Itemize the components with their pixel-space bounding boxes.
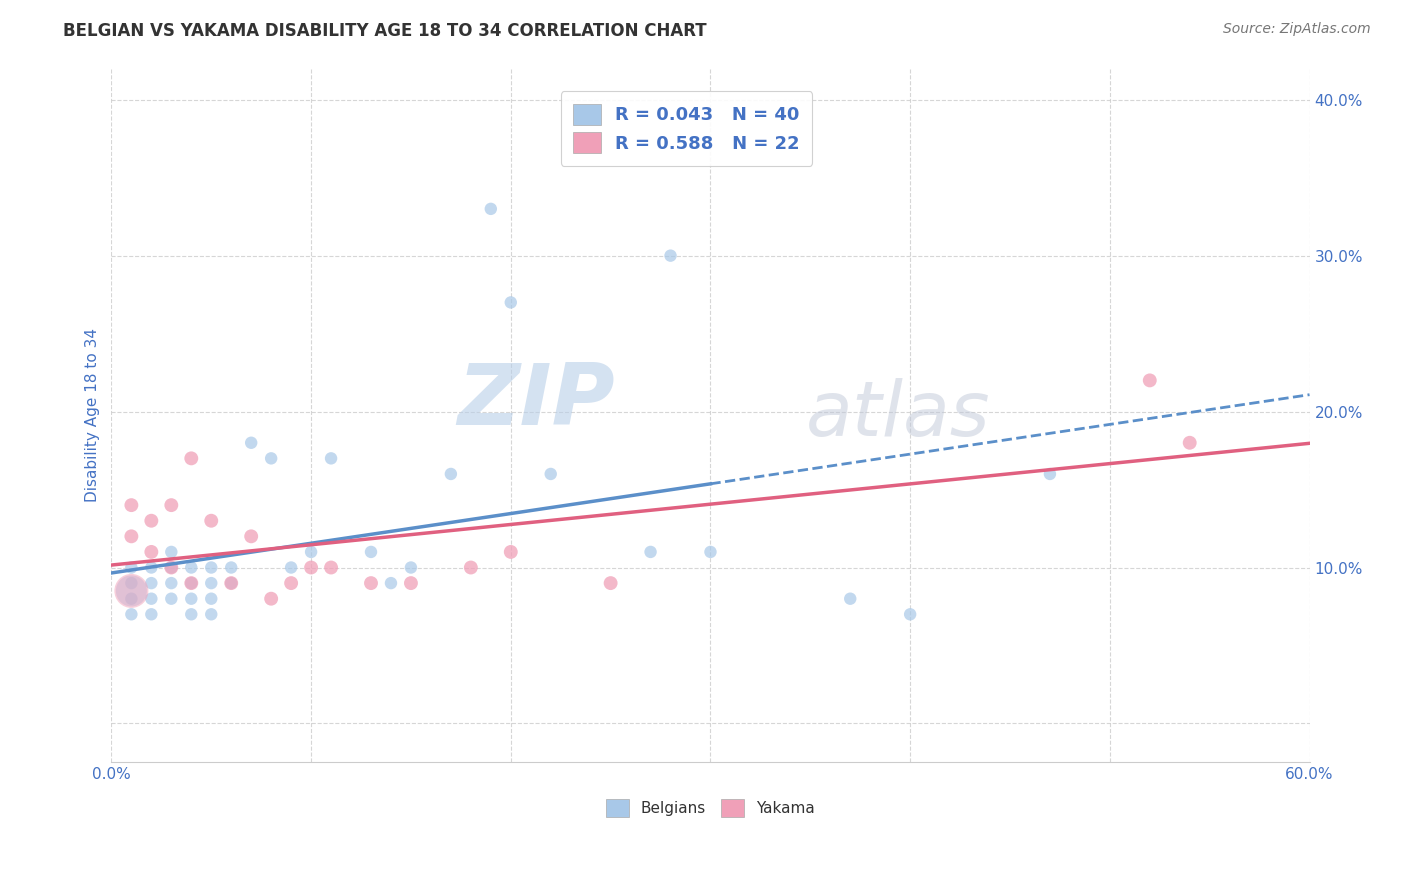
- Point: [160, 560, 183, 574]
- Point: [219, 576, 242, 591]
- Point: [200, 591, 222, 606]
- Y-axis label: Disability Age 18 to 34: Disability Age 18 to 34: [86, 328, 100, 502]
- Point: [599, 576, 621, 591]
- Point: [240, 529, 263, 543]
- Point: [380, 576, 402, 591]
- Point: [399, 560, 422, 574]
- Point: [200, 514, 222, 528]
- Point: [120, 607, 142, 622]
- Point: [120, 583, 142, 598]
- Point: [299, 560, 322, 574]
- Point: [1139, 373, 1161, 387]
- Point: [141, 545, 163, 559]
- Point: [319, 560, 342, 574]
- Point: [1178, 435, 1201, 450]
- Point: [141, 607, 163, 622]
- Point: [200, 560, 222, 574]
- Point: [219, 576, 242, 591]
- Point: [200, 576, 222, 591]
- Point: [141, 591, 163, 606]
- Point: [499, 545, 522, 559]
- Point: [141, 560, 163, 574]
- Point: [280, 560, 302, 574]
- Point: [399, 576, 422, 591]
- Point: [120, 576, 142, 591]
- Point: [120, 560, 142, 574]
- Point: [440, 467, 463, 481]
- Text: BELGIAN VS YAKAMA DISABILITY AGE 18 TO 34 CORRELATION CHART: BELGIAN VS YAKAMA DISABILITY AGE 18 TO 3…: [63, 22, 707, 40]
- Point: [160, 576, 183, 591]
- Point: [260, 591, 283, 606]
- Point: [839, 591, 862, 606]
- Point: [640, 545, 662, 559]
- Point: [120, 498, 142, 512]
- Point: [160, 560, 183, 574]
- Point: [180, 591, 202, 606]
- Point: [120, 591, 142, 606]
- Point: [280, 576, 302, 591]
- Point: [479, 202, 502, 216]
- Point: [360, 545, 382, 559]
- Point: [141, 514, 163, 528]
- Point: [160, 498, 183, 512]
- Text: ZIP: ZIP: [457, 360, 614, 443]
- Point: [180, 560, 202, 574]
- Point: [460, 560, 482, 574]
- Legend: Belgians, Yakama: Belgians, Yakama: [598, 791, 823, 824]
- Point: [240, 435, 263, 450]
- Text: atlas: atlas: [806, 378, 991, 452]
- Point: [120, 529, 142, 543]
- Point: [141, 576, 163, 591]
- Point: [160, 545, 183, 559]
- Point: [180, 576, 202, 591]
- Point: [200, 607, 222, 622]
- Point: [180, 607, 202, 622]
- Point: [160, 591, 183, 606]
- Point: [120, 583, 142, 598]
- Point: [180, 451, 202, 466]
- Point: [299, 545, 322, 559]
- Point: [319, 451, 342, 466]
- Point: [699, 545, 721, 559]
- Point: [659, 249, 682, 263]
- Point: [219, 560, 242, 574]
- Point: [540, 467, 562, 481]
- Point: [1039, 467, 1062, 481]
- Text: Source: ZipAtlas.com: Source: ZipAtlas.com: [1223, 22, 1371, 37]
- Point: [499, 295, 522, 310]
- Point: [180, 576, 202, 591]
- Point: [260, 451, 283, 466]
- Point: [360, 576, 382, 591]
- Point: [898, 607, 921, 622]
